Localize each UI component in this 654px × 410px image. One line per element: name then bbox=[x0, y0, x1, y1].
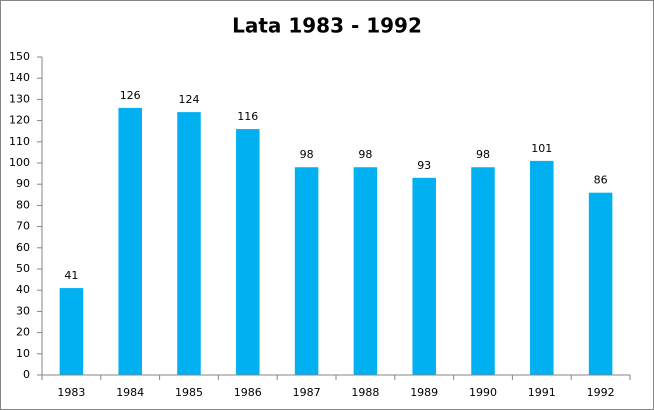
chart-title: Lata 1983 - 1992 bbox=[232, 14, 422, 38]
data-label: 41 bbox=[64, 269, 78, 282]
data-label: 101 bbox=[531, 142, 552, 155]
y-tick-label: 70 bbox=[16, 220, 30, 233]
data-label: 126 bbox=[120, 89, 141, 102]
y-tick-label: 10 bbox=[16, 347, 30, 360]
y-tick-label: 0 bbox=[23, 368, 30, 381]
bar bbox=[177, 112, 201, 376]
data-label: 98 bbox=[300, 148, 314, 161]
data-label: 124 bbox=[179, 93, 200, 106]
bar bbox=[236, 129, 260, 375]
data-label: 116 bbox=[237, 110, 258, 123]
y-tick-label: 40 bbox=[16, 283, 30, 296]
x-tick-label: 1990 bbox=[469, 386, 497, 399]
x-tick-label: 1989 bbox=[410, 386, 438, 399]
y-tick-label: 20 bbox=[16, 326, 30, 339]
x-tick-label: 1983 bbox=[57, 386, 85, 399]
data-label: 98 bbox=[358, 148, 372, 161]
y-tick-label: 100 bbox=[9, 156, 30, 169]
x-tick-label: 1986 bbox=[234, 386, 262, 399]
data-label: 86 bbox=[594, 174, 608, 187]
y-tick-label: 110 bbox=[9, 135, 30, 148]
bar bbox=[530, 160, 554, 375]
y-tick-label: 90 bbox=[16, 177, 30, 190]
x-tick-label: 1984 bbox=[116, 386, 144, 399]
y-tick-label: 60 bbox=[16, 241, 30, 254]
y-tick-label: 30 bbox=[16, 304, 30, 317]
y-tick-label: 50 bbox=[16, 262, 30, 275]
bar bbox=[588, 192, 613, 375]
x-tick-label: 1991 bbox=[528, 386, 556, 399]
bar bbox=[353, 167, 378, 375]
bar bbox=[59, 288, 84, 375]
x-tick-label: 1992 bbox=[587, 386, 615, 399]
data-label: 93 bbox=[417, 159, 431, 172]
x-tick-label: 1985 bbox=[175, 386, 203, 399]
bar bbox=[118, 107, 142, 375]
y-tick-label: 150 bbox=[9, 50, 30, 63]
bar bbox=[294, 167, 319, 375]
data-label: 98 bbox=[476, 148, 490, 161]
x-tick-label: 1988 bbox=[351, 386, 379, 399]
bar bbox=[471, 167, 495, 375]
y-tick-label: 120 bbox=[9, 114, 30, 127]
y-tick-label: 80 bbox=[16, 198, 30, 211]
y-tick-label: 130 bbox=[9, 92, 30, 105]
bar bbox=[412, 177, 436, 375]
x-tick-label: 1987 bbox=[293, 386, 321, 399]
y-tick-label: 140 bbox=[9, 71, 30, 84]
